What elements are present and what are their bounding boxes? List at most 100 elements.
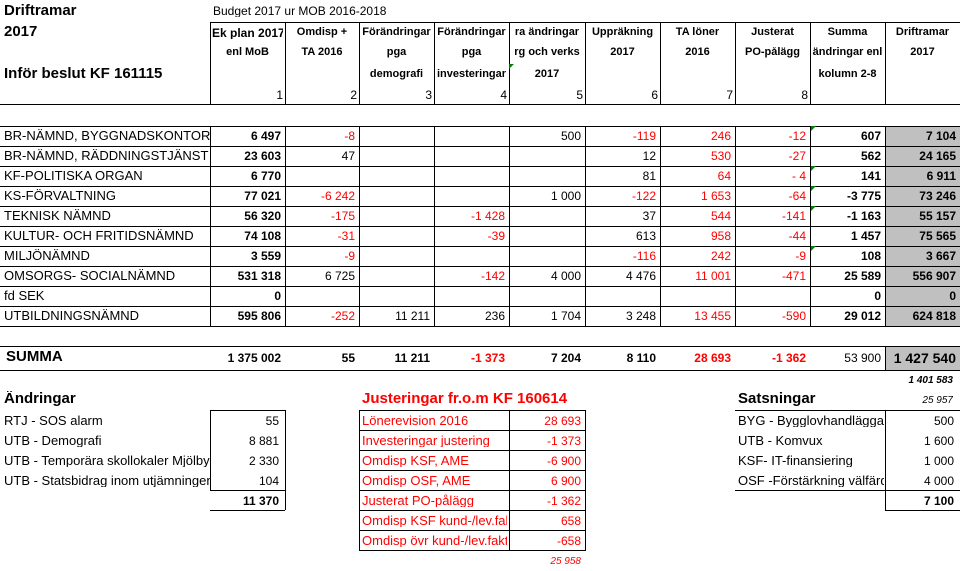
title-beslut[interactable]: Inför beslut KF 161115: [4, 66, 163, 81]
row-value-col1[interactable]: 56 320: [244, 210, 281, 222]
justeringar-item-label[interactable]: Omdisp övr kund-/lev.fakt: [362, 534, 507, 547]
row-value-col1[interactable]: 531 318: [237, 270, 281, 282]
andringar-item-label[interactable]: UTB - Demografi: [4, 434, 102, 447]
row-value-col10[interactable]: 24 165: [919, 150, 956, 162]
satsningar-title[interactable]: Satsningar: [738, 391, 816, 406]
header-number-col2[interactable]: 2: [350, 89, 357, 101]
row-value-col6[interactable]: -119: [632, 130, 656, 142]
row-label[interactable]: BR-NÄMND, RÄDDNINGSTJÄNST: [4, 149, 209, 162]
summa-value-col6[interactable]: 8 110: [626, 352, 656, 364]
justeringar-item-value[interactable]: -1 362: [546, 495, 581, 507]
row-value-col6[interactable]: 12: [642, 150, 656, 162]
header-line2-col10[interactable]: 2017: [910, 47, 935, 58]
row-value-col10[interactable]: 0: [949, 290, 956, 302]
row-value-col8[interactable]: -141: [781, 210, 806, 222]
row-value-col8[interactable]: -44: [788, 230, 806, 242]
row-value-col9[interactable]: 29 012: [844, 310, 881, 322]
row-label[interactable]: KF-POLITISKA ORGAN: [4, 169, 143, 182]
row-value-col9[interactable]: 562: [860, 150, 881, 162]
header-line1-col9[interactable]: Summa: [827, 27, 868, 38]
row-value-col10[interactable]: 7 104: [925, 130, 956, 142]
row-value-col7[interactable]: 246: [710, 130, 731, 142]
andringar-item-value[interactable]: 55: [265, 415, 279, 427]
row-value-col10[interactable]: 6 911: [926, 170, 956, 182]
justeringar-total[interactable]: 25 958: [550, 557, 581, 567]
summa-value-col2[interactable]: 55: [341, 352, 355, 364]
justeringar-item-label[interactable]: Omdisp KSF kund-/lev.fakt: [362, 514, 507, 527]
andringar-item-value[interactable]: 2 330: [248, 455, 279, 467]
row-value-col5[interactable]: 1 000: [550, 190, 581, 202]
justeringar-item-value[interactable]: -6 900: [546, 455, 581, 467]
justeringar-item-label[interactable]: Omdisp KSF, AME: [362, 454, 469, 467]
title-year[interactable]: 2017: [4, 24, 38, 39]
satsningar-item-label[interactable]: BYG - Bygglovhandläggare: [738, 414, 884, 427]
row-value-col7[interactable]: 544: [710, 210, 731, 222]
justeringar-item-label[interactable]: Investeringar justering: [362, 434, 490, 447]
header-line1-col3[interactable]: Förändringar: [362, 27, 431, 38]
row-value-col10[interactable]: 624 818: [912, 310, 956, 322]
row-value-col5[interactable]: 1 704: [550, 310, 581, 322]
row-value-col4[interactable]: -1 428: [470, 210, 505, 222]
andringar-item-value[interactable]: 8 881: [248, 435, 279, 447]
andringar-title[interactable]: Ändringar: [4, 391, 76, 406]
header-line2-col1[interactable]: enl MoB: [226, 47, 269, 58]
summa-value-col4[interactable]: -1 373: [470, 352, 505, 364]
satsningar-item-value[interactable]: 1 000: [923, 455, 954, 467]
header-number-col4[interactable]: 4: [500, 89, 507, 101]
row-label[interactable]: UTBILDNINGSNÄMND: [4, 309, 140, 322]
summa-value-col3[interactable]: 11 211: [394, 352, 430, 364]
summa-label[interactable]: SUMMA: [6, 349, 63, 364]
row-value-col8[interactable]: -12: [788, 130, 806, 142]
header-line1-col10[interactable]: Driftramar: [895, 27, 950, 38]
justeringar-item-label[interactable]: Omdisp OSF, AME: [362, 474, 471, 487]
justeringar-item-label[interactable]: Lönerevision 2016: [362, 414, 469, 427]
row-value-col8[interactable]: -590: [781, 310, 806, 322]
row-value-col4[interactable]: -39: [487, 230, 505, 242]
row-value-col2[interactable]: -6 242: [320, 190, 355, 202]
header-number-col3[interactable]: 3: [425, 89, 432, 101]
header-number-col5[interactable]: 5: [576, 89, 583, 101]
summa-value-col1[interactable]: 1 375 002: [227, 352, 281, 364]
header-line1-col4[interactable]: Förändringar: [437, 27, 506, 38]
row-label[interactable]: KS-FÖRVALTNING: [4, 189, 116, 202]
andringar-item-label[interactable]: UTB - Temporära skollokaler Mjölby: [4, 454, 210, 467]
row-value-col4[interactable]: 236: [484, 310, 505, 322]
header-line2-col4[interactable]: pga: [461, 47, 482, 58]
row-value-col1[interactable]: 74 108: [244, 230, 281, 242]
satsningar-item-value[interactable]: 500: [933, 415, 954, 427]
row-value-col2[interactable]: 6 725: [324, 270, 355, 282]
row-value-col10[interactable]: 3 667: [925, 250, 956, 262]
header-line3-col3[interactable]: demografi: [369, 69, 424, 80]
row-value-col5[interactable]: 500: [560, 130, 581, 142]
header-line3-col4[interactable]: investeringar: [436, 69, 507, 80]
justeringar-item-label[interactable]: Justerat PO-pålägg: [362, 494, 475, 507]
row-value-col7[interactable]: 1 653: [700, 190, 731, 202]
justeringar-item-value[interactable]: -658: [556, 535, 581, 547]
row-value-col1[interactable]: 3 559: [250, 250, 281, 262]
row-value-col7[interactable]: 11 001: [695, 270, 731, 282]
row-value-col7[interactable]: 242: [710, 250, 731, 262]
row-value-col9[interactable]: 0: [874, 290, 881, 302]
row-label[interactable]: OMSORGS- SOCIALNÄMND: [4, 269, 176, 282]
andringar-total[interactable]: 11 370: [242, 495, 279, 507]
row-value-col6[interactable]: 613: [635, 230, 656, 242]
header-number-col7[interactable]: 7: [726, 89, 733, 101]
row-value-col4[interactable]: -142: [480, 270, 505, 282]
row-value-col10[interactable]: 73 246: [919, 190, 956, 202]
summa-below-total[interactable]: 1 401 583: [908, 376, 954, 386]
row-value-col9[interactable]: -1 163: [846, 210, 881, 222]
row-value-col8[interactable]: - 4: [791, 170, 806, 182]
row-value-col2[interactable]: -9: [344, 250, 355, 262]
justeringar-item-value[interactable]: 658: [560, 515, 581, 527]
justeringar-item-value[interactable]: 28 693: [544, 415, 581, 427]
row-value-col6[interactable]: 37: [642, 210, 656, 222]
row-label[interactable]: fd SEK: [4, 289, 45, 302]
row-value-col8[interactable]: -64: [788, 190, 806, 202]
header-line1-col1[interactable]: Ek plan 2017: [212, 27, 283, 39]
title-driftramar[interactable]: Driftramar: [4, 3, 77, 18]
row-value-col10[interactable]: 55 157: [919, 210, 956, 222]
row-value-col6[interactable]: 4 476: [625, 270, 656, 282]
satsningar-item-label[interactable]: UTB - Komvux: [738, 434, 823, 447]
header-line1-col5[interactable]: ra ändringar: [514, 27, 580, 38]
row-value-col6[interactable]: -116: [632, 250, 656, 262]
